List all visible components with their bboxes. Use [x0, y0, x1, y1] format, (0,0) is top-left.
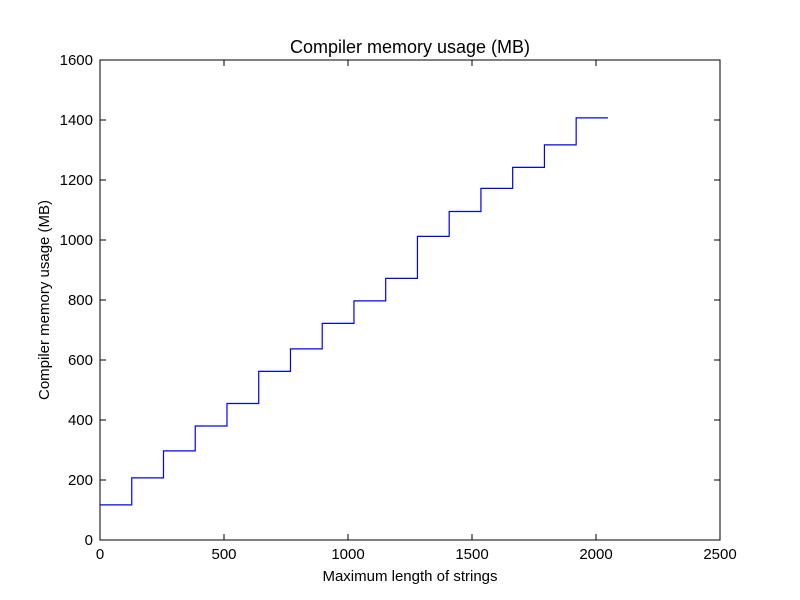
- plot-area: 0 500 1000 1500 2000 2500 0 200 400 600 800 1000 12…: [60, 52, 737, 563]
- x-tick-label: 2500: [703, 546, 736, 563]
- y-tick-label: 400: [68, 412, 93, 429]
- y-tick-label: 800: [68, 292, 93, 309]
- y-tick-label: 0: [85, 532, 93, 549]
- x-axis-label: Maximum length of strings: [322, 568, 497, 585]
- y-tick-label: 1000: [60, 232, 93, 249]
- y-tick-label: 1200: [60, 172, 93, 189]
- x-tick-label: 2000: [579, 546, 612, 563]
- y-tick-label: 1600: [60, 52, 93, 69]
- x-tick-label: 0: [96, 546, 104, 563]
- x-tick-label: 500: [211, 546, 236, 563]
- y-tick-label: 200: [68, 472, 93, 489]
- y-tick-label: 1400: [60, 112, 93, 129]
- series-line: [100, 117, 608, 506]
- y-axis: 0 200 400 600 800 1000 1200 1400 1600: [60, 52, 720, 549]
- y-axis-label: Compiler memory usage (MB): [36, 200, 53, 400]
- axes-frame: [99, 59, 721, 541]
- x-axis: 0 500 1000 1500 2000 2500: [96, 60, 737, 563]
- x-tick-label: 1500: [455, 546, 488, 563]
- series-layer: [100, 117, 608, 506]
- y-tick-label: 600: [68, 352, 93, 369]
- chart-title: Compiler memory usage (MB): [290, 37, 530, 57]
- x-tick-label: 1000: [331, 546, 364, 563]
